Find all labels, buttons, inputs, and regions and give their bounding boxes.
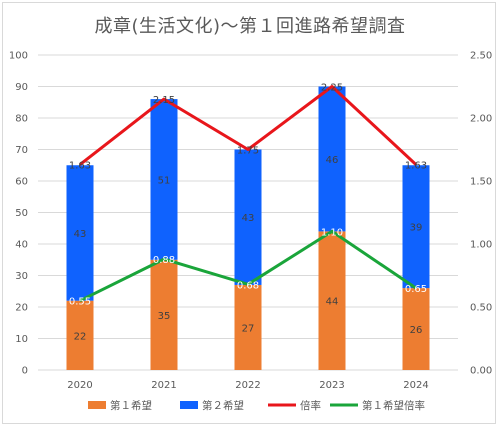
bar-data-label: 43 bbox=[74, 229, 87, 240]
legend-label: 第１希望倍率 bbox=[362, 399, 425, 412]
line-data-label: 0.55 bbox=[69, 297, 91, 308]
bar bbox=[402, 288, 430, 370]
x-tick-label: 2022 bbox=[235, 380, 260, 391]
y-left-tick-label: 80 bbox=[15, 114, 28, 125]
line-data-label: 2.25 bbox=[321, 83, 343, 94]
legend-label: 倍率 bbox=[300, 399, 321, 412]
bar bbox=[150, 99, 178, 260]
y-right-tick-label: 0.50 bbox=[470, 303, 492, 314]
bar-data-label: 44 bbox=[326, 297, 339, 308]
chart-title: 成章(生活文化)～第１回進路希望調査 bbox=[94, 16, 406, 37]
legend-swatch bbox=[88, 401, 106, 409]
legend-label: 第１希望 bbox=[110, 399, 152, 412]
line-series bbox=[79, 85, 418, 166]
bar bbox=[66, 165, 94, 301]
x-tick-label: 2023 bbox=[319, 380, 344, 391]
y-left-tick-label: 20 bbox=[15, 303, 28, 314]
bar-data-label: 46 bbox=[326, 155, 339, 166]
y-left-tick-label: 10 bbox=[15, 334, 28, 345]
y-right-tick-label: 2.50 bbox=[470, 51, 492, 62]
line-data-label: 0.88 bbox=[153, 255, 175, 266]
y-right-tick-label: 1.00 bbox=[470, 240, 492, 251]
bar-data-label: 22 bbox=[74, 331, 87, 342]
x-tick-label: 2020 bbox=[67, 380, 92, 391]
y-left-tick-label: 30 bbox=[15, 271, 28, 282]
y-left-tick-label: 50 bbox=[15, 208, 28, 219]
bar-data-label: 35 bbox=[158, 311, 171, 322]
bar bbox=[66, 300, 94, 370]
y-right-tick-label: 0.00 bbox=[470, 366, 492, 377]
y-left-tick-label: 40 bbox=[15, 240, 28, 251]
bar bbox=[234, 284, 262, 370]
bar-data-label: 43 bbox=[242, 213, 255, 224]
bar-data-label: 39 bbox=[410, 223, 423, 234]
x-tick-label: 2021 bbox=[151, 380, 176, 391]
line-data-label: 1.63 bbox=[405, 161, 427, 172]
bar bbox=[234, 149, 262, 285]
bar-data-label: 51 bbox=[158, 175, 171, 186]
y-left-tick-label: 0 bbox=[22, 366, 28, 377]
line-data-label: 0.68 bbox=[237, 280, 259, 291]
legend-label: 第２希望 bbox=[202, 399, 244, 412]
bar bbox=[150, 259, 178, 370]
y-right-tick-label: 1.50 bbox=[470, 177, 492, 188]
y-right-tick-label: 2.00 bbox=[470, 114, 492, 125]
y-left-tick-label: 70 bbox=[15, 145, 28, 156]
line-data-label: 1.63 bbox=[69, 161, 91, 172]
y-left-tick-label: 60 bbox=[15, 177, 28, 188]
bar-data-label: 27 bbox=[242, 323, 255, 334]
bar bbox=[318, 231, 346, 370]
legend-swatch bbox=[180, 401, 198, 409]
line-data-label: 2.15 bbox=[153, 95, 175, 106]
bar bbox=[402, 165, 430, 289]
bar-data-label: 26 bbox=[410, 325, 423, 336]
y-left-tick-label: 90 bbox=[15, 82, 28, 93]
y-left-tick-label: 100 bbox=[9, 51, 28, 62]
line-series bbox=[79, 229, 417, 303]
x-tick-label: 2024 bbox=[403, 380, 428, 391]
line-data-label: 1.75 bbox=[237, 146, 259, 157]
line-data-label: 1.10 bbox=[321, 227, 343, 238]
bar bbox=[318, 86, 346, 232]
line-data-label: 0.65 bbox=[405, 284, 427, 295]
